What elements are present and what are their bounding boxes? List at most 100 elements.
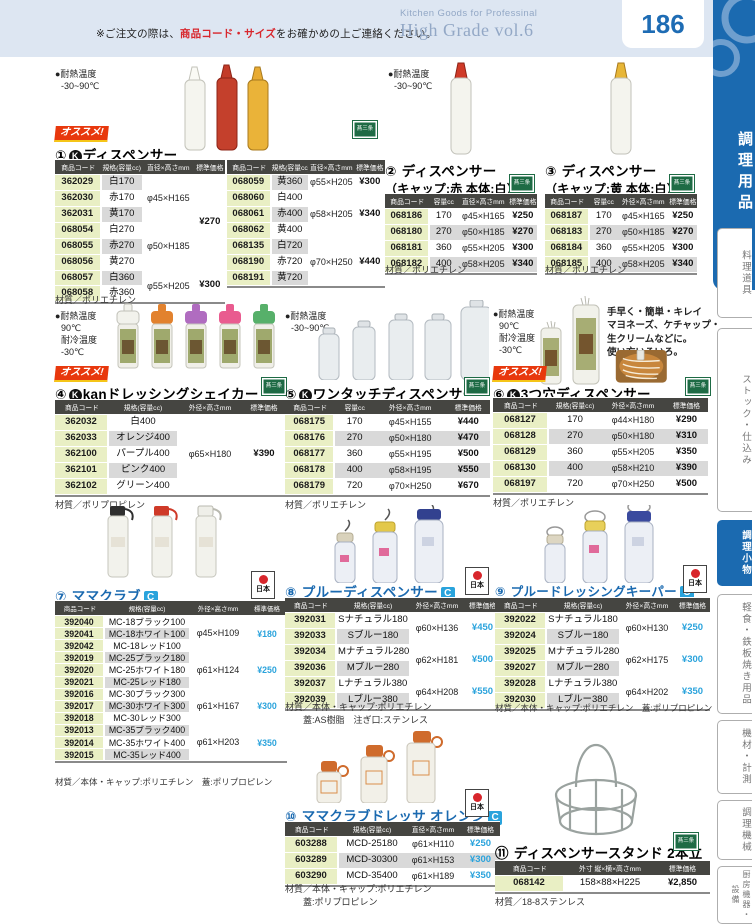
cell-spec: グリーン400 xyxy=(109,478,177,494)
heat-note: ●耐熱温度 -30~90℃ xyxy=(388,69,433,92)
column-header: 商品コード xyxy=(495,861,565,875)
cell-code: 068135 xyxy=(227,238,272,254)
product-photo-squeeze-bottles xyxy=(184,64,269,151)
cell-code: 068130 xyxy=(493,460,549,476)
brand-k-logo-icon: K xyxy=(68,389,82,402)
cell-spec: MC-35ホワイト400 xyxy=(105,737,189,749)
product-photo-mama-club-bottles xyxy=(107,505,222,578)
cell-size: φ50×H180 xyxy=(601,428,665,444)
cell-code: 392041 xyxy=(55,628,105,640)
cell-code: 068128 xyxy=(493,428,549,444)
sidebar-item-kizai[interactable]: 機材・計測 xyxy=(717,720,752,794)
cell-price: ¥290 xyxy=(665,413,708,428)
cell-code: 068191 xyxy=(227,270,272,286)
sanjo-badge: 燕三条 xyxy=(673,832,699,851)
cell-code: 362100 xyxy=(55,446,109,462)
cell-price: ¥550 xyxy=(465,676,500,708)
product-photo-yellow-cap-bottle xyxy=(610,62,632,155)
cell-spec: 白360 xyxy=(101,270,143,286)
japan-flag-dot xyxy=(258,575,268,584)
japan-flag-dot xyxy=(472,571,482,580)
cell-spec: 黄720 xyxy=(271,270,309,286)
sanjo-badge: 燕三条 xyxy=(685,377,711,396)
cell-price: ¥180 xyxy=(247,616,287,652)
product-photo-red-cap-bottle xyxy=(450,62,472,155)
product-table: 商品コード 規格(容量cc) 外径×高さmm 標準価格 068127 170 φ44×H18… xyxy=(493,397,708,495)
cell-code: 068197 xyxy=(493,476,549,492)
cell-spec: 赤170 xyxy=(101,190,143,206)
cell-spec: 720 xyxy=(335,478,374,494)
cell-spec: 360 xyxy=(335,446,374,462)
cell-price: ¥300 xyxy=(194,270,225,302)
sidebar-item-stock[interactable]: ストック・仕込み xyxy=(717,328,752,512)
cell-size: φ61×H153 xyxy=(405,852,461,868)
cell-price: ¥340 xyxy=(508,256,537,272)
cell-size: φ55×H205 xyxy=(601,444,665,460)
cell-spec: 270 xyxy=(589,224,618,240)
cell-spec: 赤360 xyxy=(101,286,143,302)
cell-size: φ55×H205 xyxy=(457,240,509,256)
cell-spec: Lブルー380 xyxy=(337,692,409,708)
cell-code: 392015 xyxy=(55,749,105,761)
cell-code: 392034 xyxy=(285,644,337,660)
cell-spec: MC-30ホワイト300 xyxy=(105,700,189,712)
column-header: 標準価格 xyxy=(508,194,537,208)
product-photo-one-touch-bottles xyxy=(318,300,489,380)
cell-spec: 赤270 xyxy=(101,238,143,254)
cell-code: 068183 xyxy=(545,224,590,240)
sanjo-badge: 燕三条 xyxy=(261,377,287,396)
column-header: 商品コード xyxy=(55,601,105,615)
cell-price: ¥270 xyxy=(194,175,225,270)
cell-price: ¥250 xyxy=(508,209,537,224)
cell-size: φ45×H165 xyxy=(142,175,195,222)
cell-price: ¥500 xyxy=(465,644,500,676)
cell-size: φ45×H165 xyxy=(457,209,509,224)
cell-spec: 黄270 xyxy=(101,254,143,270)
cell-spec: 360 xyxy=(589,240,618,256)
cell-code: 068056 xyxy=(55,254,102,270)
cell-code: 068061 xyxy=(227,206,272,222)
cell-size: φ64×H208 xyxy=(409,676,465,708)
cell-size: φ55×H205 xyxy=(142,270,195,302)
cell-size: φ65×H180 xyxy=(177,415,243,494)
cell-spec: 白400 xyxy=(109,415,177,430)
sidebar-item-chourikomono[interactable]: 調理小物 xyxy=(717,520,752,586)
product-photo-dressing-keeper-bottles xyxy=(544,505,654,583)
cell-code: 392025 xyxy=(495,644,547,660)
page-number: 186 xyxy=(622,0,704,48)
header-band: ※ご注文の際は、商品コード・サイズをお確かめの上ご連絡ください。 Kitchen… xyxy=(0,0,755,57)
cell-code: 068175 xyxy=(285,415,336,430)
cell-code: 392013 xyxy=(55,724,105,737)
cell-spec: Mナチュラル280 xyxy=(547,644,619,660)
sidebar-item-ryouridougu[interactable]: 料理道具 xyxy=(717,228,752,318)
cell-price: ¥270 xyxy=(668,224,697,240)
cell-code: 068186 xyxy=(385,209,430,224)
sidebar-item-chourikikai[interactable]: 調理機械 xyxy=(717,800,752,860)
cell-code: 068181 xyxy=(385,240,430,256)
osusume-badge: オススメ! xyxy=(54,126,110,142)
column-header: 標準価格 xyxy=(655,861,710,875)
material-note: 材質／本体・キャップ:ポリエチレン 蓋:ポリプロピレン xyxy=(55,777,273,787)
cell-code: 392024 xyxy=(495,628,547,644)
heat-note: ●耐熱温度 90℃ 耐冷温度 -30℃ xyxy=(493,309,536,356)
cell-code: 068060 xyxy=(227,190,272,206)
cell-spec: 720 xyxy=(549,476,601,492)
cell-size: φ50×H185 xyxy=(457,224,509,240)
product-table: 商品コード 規格(容量cc) 外径×高さmm 標準価格 392040 MC-18ブラック1… xyxy=(55,600,287,764)
cell-code: 392042 xyxy=(55,640,105,652)
heat-note: ●耐熱温度 -30~90℃ xyxy=(285,311,330,334)
cell-spec: 170 xyxy=(335,415,374,430)
sidebar-item-keishoku[interactable]: 軽食・鉄板焼き用品 xyxy=(717,594,752,714)
sidebar-item-chuubou[interactable]: 厨房機器・設備 xyxy=(717,866,752,924)
cell-spec: 400 xyxy=(429,256,458,272)
cell-size: φ58×H205 xyxy=(457,256,509,272)
cell-size: φ55×H195 xyxy=(373,446,447,462)
cell-spec: オレンジ400 xyxy=(109,430,177,446)
section-3-dispenser-yellow-cap: ③ ディスペンサー （キャップ:黄 本体:白） 燕三条 商品コード 容量cc 外径×高… xyxy=(545,62,697,277)
material-note: 材質／ポリエチレン xyxy=(545,265,627,275)
cell-code: 068058 xyxy=(55,286,102,302)
order-note: ※ご注文の際は、商品コード・サイズをお確かめの上ご連絡ください。 xyxy=(96,28,437,40)
cell-price: ¥550 xyxy=(446,462,490,478)
cell-price: ¥350 xyxy=(461,868,500,884)
